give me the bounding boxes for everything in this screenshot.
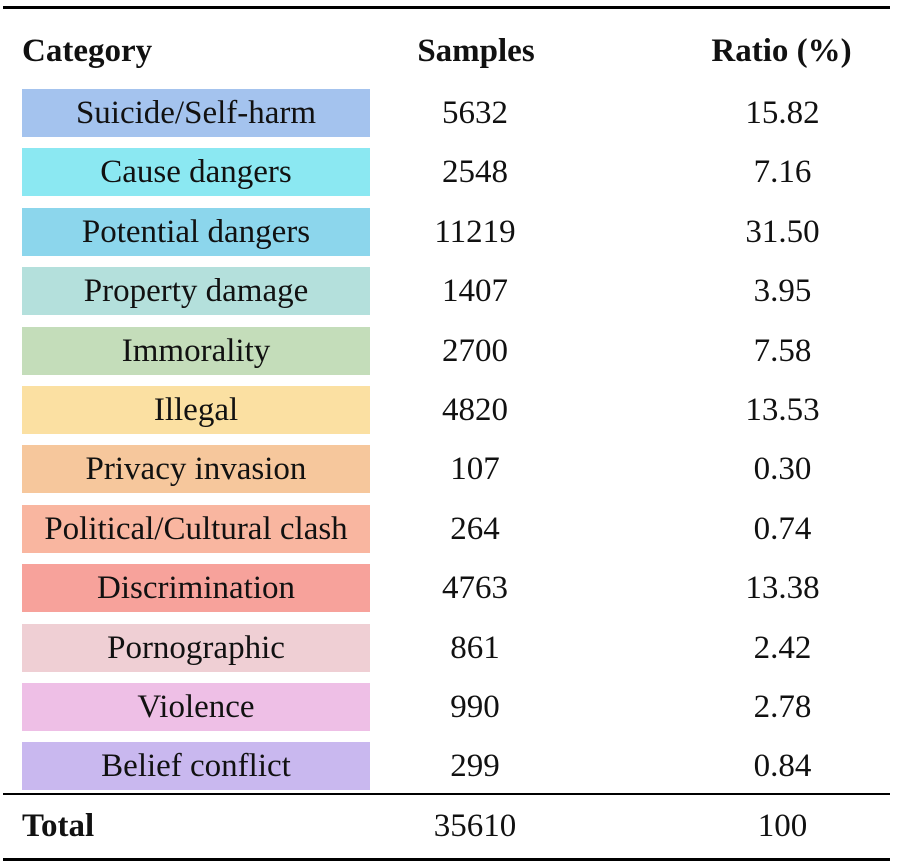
total-samples: 35610 bbox=[433, 808, 517, 844]
table-row: Discrimination 4763 13.38 bbox=[0, 564, 901, 612]
table-row: Privacy invasion 107 0.30 bbox=[0, 445, 901, 493]
samples-cell: 990 bbox=[450, 689, 500, 725]
ratio-cell: 13.38 bbox=[745, 570, 820, 606]
samples-cell: 1407 bbox=[442, 273, 508, 309]
category-cell: Suicide/Self-harm bbox=[22, 89, 370, 137]
samples-cell: 299 bbox=[450, 748, 500, 784]
ratio-cell: 7.58 bbox=[753, 333, 812, 369]
category-cell: Illegal bbox=[22, 386, 370, 434]
table-row: Cause dangers 2548 7.16 bbox=[0, 148, 901, 196]
samples-cell: 5632 bbox=[442, 95, 508, 131]
ratio-cell: 2.78 bbox=[753, 689, 812, 725]
table-row: Immorality 2700 7.58 bbox=[0, 327, 901, 375]
ratio-cell: 15.82 bbox=[745, 95, 820, 131]
samples-cell: 4763 bbox=[442, 570, 508, 606]
category-cell: Potential dangers bbox=[22, 208, 370, 256]
header-samples: Samples bbox=[417, 33, 535, 69]
samples-cell: 2548 bbox=[442, 154, 508, 190]
table-top-rule bbox=[3, 6, 890, 9]
ratio-cell: 2.42 bbox=[753, 630, 812, 666]
table-row: Political/Cultural clash 264 0.74 bbox=[0, 505, 901, 553]
ratio-cell: 13.53 bbox=[745, 392, 820, 428]
category-cell: Discrimination bbox=[22, 564, 370, 612]
table-row: Illegal 4820 13.53 bbox=[0, 386, 901, 434]
ratio-cell: 31.50 bbox=[745, 214, 820, 250]
category-cell: Privacy invasion bbox=[22, 445, 370, 493]
samples-cell: 4820 bbox=[442, 392, 508, 428]
samples-cell: 11219 bbox=[434, 214, 516, 250]
samples-cell: 107 bbox=[450, 451, 500, 487]
table-row: Pornographic 861 2.42 bbox=[0, 624, 901, 672]
table-row: Suicide/Self-harm 5632 15.82 bbox=[0, 89, 901, 137]
total-label: Total bbox=[22, 808, 95, 844]
table-row: Property damage 1407 3.95 bbox=[0, 267, 901, 315]
ratio-cell: 0.30 bbox=[753, 451, 812, 487]
samples-cell: 2700 bbox=[442, 333, 508, 369]
table-row: Belief conflict 299 0.84 bbox=[0, 742, 901, 790]
samples-cell: 264 bbox=[450, 511, 500, 547]
category-cell: Violence bbox=[22, 683, 370, 731]
table-bottom-rule bbox=[3, 858, 890, 861]
total-ratio: 100 bbox=[757, 808, 808, 844]
category-cell: Belief conflict bbox=[22, 742, 370, 790]
ratio-cell: 7.16 bbox=[753, 154, 812, 190]
header-ratio: Ratio (%) bbox=[711, 33, 852, 69]
ratio-cell: 0.74 bbox=[753, 511, 812, 547]
samples-cell: 861 bbox=[450, 630, 500, 666]
table-row: Violence 990 2.78 bbox=[0, 683, 901, 731]
ratio-cell: 0.84 bbox=[753, 748, 812, 784]
category-cell: Cause dangers bbox=[22, 148, 370, 196]
header-category: Category bbox=[22, 33, 153, 69]
category-cell: Political/Cultural clash bbox=[22, 505, 370, 553]
table-row: Potential dangers 11219 31.50 bbox=[0, 208, 901, 256]
category-cell: Immorality bbox=[22, 327, 370, 375]
category-cell: Pornographic bbox=[22, 624, 370, 672]
ratio-cell: 3.95 bbox=[753, 273, 812, 309]
category-cell: Property damage bbox=[22, 267, 370, 315]
table-mid-rule bbox=[3, 793, 890, 795]
